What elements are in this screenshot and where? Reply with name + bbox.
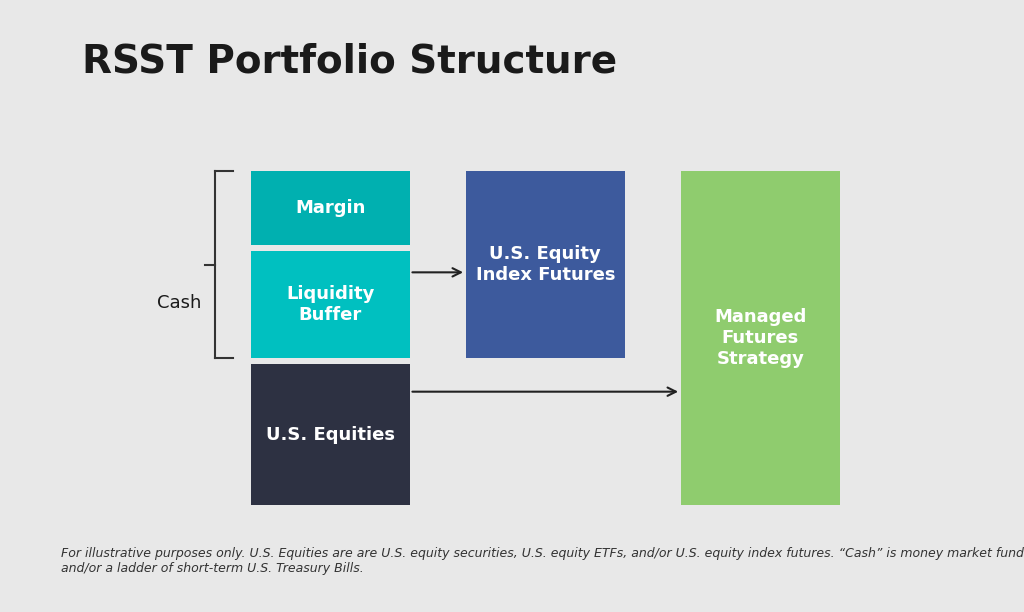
FancyBboxPatch shape: [466, 171, 625, 358]
Text: For illustrative purposes only. U.S. Equities are are U.S. equity securities, U.: For illustrative purposes only. U.S. Equ…: [61, 547, 1024, 575]
Text: Managed
Futures
Strategy: Managed Futures Strategy: [714, 308, 807, 368]
Text: RSST Portfolio Structure: RSST Portfolio Structure: [82, 43, 617, 81]
Text: Margin: Margin: [295, 199, 366, 217]
FancyBboxPatch shape: [251, 171, 410, 245]
FancyBboxPatch shape: [251, 364, 410, 505]
Text: Cash: Cash: [157, 294, 202, 312]
FancyBboxPatch shape: [681, 171, 840, 505]
Text: Liquidity
Buffer: Liquidity Buffer: [286, 285, 375, 324]
FancyBboxPatch shape: [251, 251, 410, 358]
Text: U.S. Equities: U.S. Equities: [266, 425, 394, 444]
Text: U.S. Equity
Index Futures: U.S. Equity Index Futures: [475, 245, 615, 284]
